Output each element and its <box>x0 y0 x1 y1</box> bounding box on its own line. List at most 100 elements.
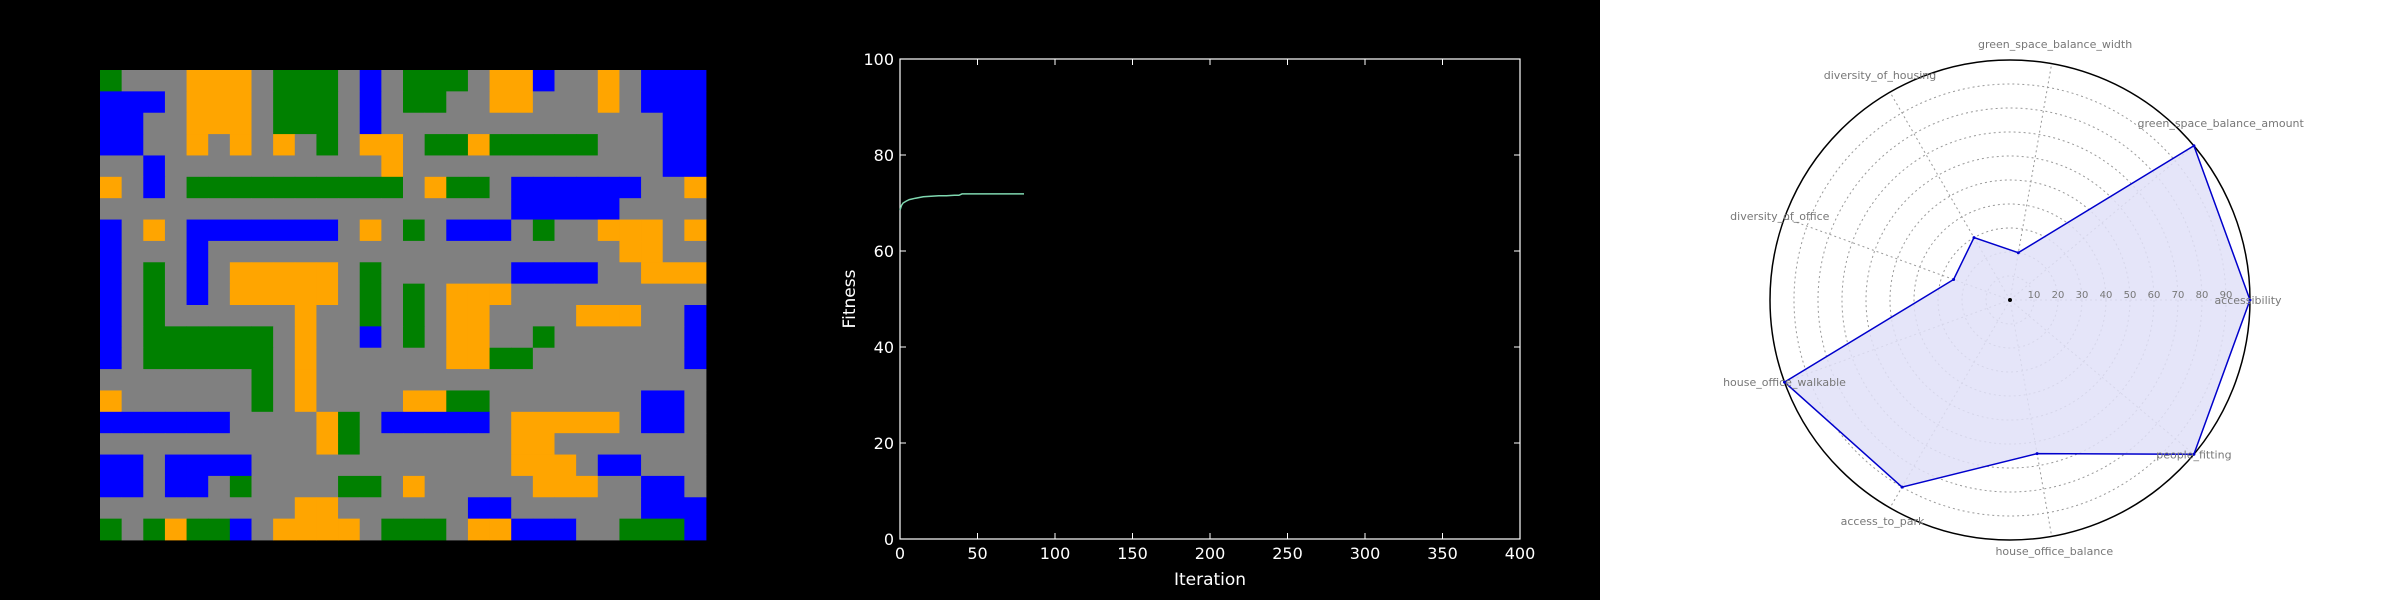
road-cell <box>532 497 555 520</box>
road-cell <box>511 390 534 413</box>
road-cell <box>619 390 642 413</box>
road-cell <box>424 283 447 306</box>
road-cell <box>229 497 252 520</box>
road-cell <box>554 305 577 327</box>
road-cell <box>208 240 231 263</box>
road-cell <box>403 433 426 455</box>
road-cell <box>294 240 317 263</box>
road-cell <box>381 390 404 413</box>
green-cell <box>359 305 382 327</box>
road-cell <box>338 347 361 370</box>
housing-cell <box>467 411 490 434</box>
road-cell <box>229 305 252 327</box>
road-cell <box>338 390 361 413</box>
road-cell <box>619 497 642 520</box>
road-cell <box>446 240 469 263</box>
housing-cell <box>511 518 534 541</box>
road-cell <box>381 219 404 242</box>
road-cell <box>662 369 685 391</box>
road-cell <box>684 433 707 455</box>
road-cell <box>467 240 490 263</box>
road-cell <box>467 475 490 498</box>
road-cell <box>381 454 404 477</box>
road-cell <box>251 134 274 156</box>
road-cell <box>446 155 469 178</box>
housing-cell <box>359 112 382 135</box>
road-cell <box>359 240 382 263</box>
road-cell <box>294 134 317 156</box>
road-cell <box>338 198 361 220</box>
road-cell <box>424 369 447 391</box>
green-cell <box>208 347 231 370</box>
office-cell <box>532 454 555 477</box>
road-cell <box>597 369 620 391</box>
office-cell <box>316 518 339 541</box>
road-cell <box>164 155 187 178</box>
road-cell <box>532 347 555 370</box>
road-cell <box>619 475 642 498</box>
road-cell <box>489 262 512 285</box>
road-cell <box>359 454 382 477</box>
road-cell <box>381 91 404 114</box>
office-cell <box>576 475 599 498</box>
road-cell <box>164 91 187 114</box>
office-cell <box>186 70 209 92</box>
road-cell <box>338 155 361 178</box>
road-cell <box>273 475 296 498</box>
office-cell <box>100 390 123 413</box>
office-cell <box>489 91 512 114</box>
radial-tick-label: 30 <box>2076 290 2089 301</box>
office-cell <box>100 176 123 199</box>
road-cell <box>208 475 231 498</box>
office-cell <box>294 283 317 306</box>
road-cell <box>316 155 339 178</box>
road-cell <box>121 155 144 178</box>
office-cell <box>294 262 317 285</box>
road-cell <box>554 369 577 391</box>
housing-cell <box>100 347 123 370</box>
radar-point <box>2035 452 2039 456</box>
housing-cell <box>511 176 534 199</box>
office-cell <box>359 219 382 242</box>
housing-cell <box>229 219 252 242</box>
office-cell <box>489 70 512 92</box>
radar-axis-label: green_space_balance_width <box>1978 38 2132 51</box>
road-cell <box>381 305 404 327</box>
road-cell <box>576 390 599 413</box>
green-cell <box>143 326 166 349</box>
green-cell <box>403 219 426 242</box>
radial-tick-label: 20 <box>2052 290 2065 301</box>
radar-axis-label: diversity_of_housing <box>1824 69 1936 82</box>
road-cell <box>662 283 685 306</box>
radar-point <box>2248 298 2252 302</box>
housing-cell <box>403 411 426 434</box>
housing-cell <box>100 262 123 285</box>
green-cell <box>641 518 664 541</box>
road-cell <box>164 433 187 455</box>
road-cell <box>229 369 252 391</box>
road-cell <box>641 176 664 199</box>
road-cell <box>143 240 166 263</box>
radar-point <box>1972 236 1976 240</box>
office-cell <box>273 134 296 156</box>
road-cell <box>316 369 339 391</box>
green-cell <box>100 70 123 92</box>
housing-cell <box>684 134 707 156</box>
road-cell <box>597 283 620 306</box>
road-cell <box>100 369 123 391</box>
green-cell <box>467 390 490 413</box>
radar-axis-label: house_office_walkable <box>1723 376 1846 389</box>
road-cell <box>532 390 555 413</box>
office-cell <box>164 518 187 541</box>
housing-cell <box>489 219 512 242</box>
road-cell <box>403 198 426 220</box>
housing-cell <box>662 497 685 520</box>
road-cell <box>121 283 144 306</box>
road-cell <box>359 155 382 178</box>
road-cell <box>662 305 685 327</box>
radar-point <box>2192 452 2196 456</box>
road-cell <box>251 497 274 520</box>
housing-cell <box>554 518 577 541</box>
road-cell <box>359 497 382 520</box>
housing-cell <box>641 70 664 92</box>
